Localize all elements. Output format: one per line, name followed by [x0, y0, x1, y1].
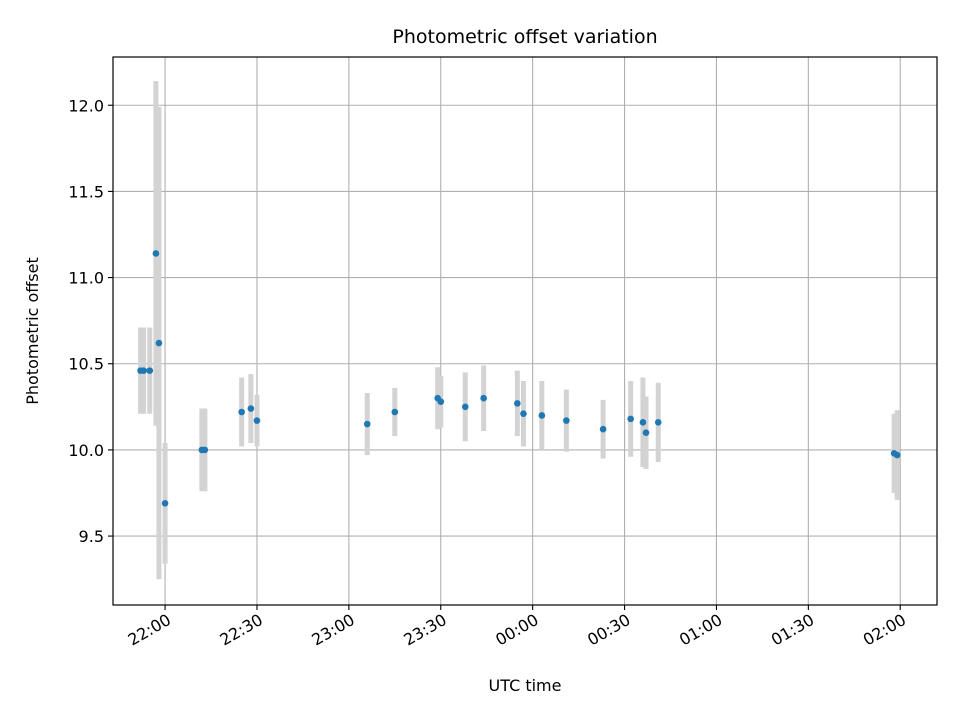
y-axis-title: Photometric offset: [23, 257, 42, 405]
data-point: [253, 417, 261, 424]
y-tick-label: 10.5: [68, 355, 104, 374]
data-point: [639, 419, 647, 426]
data-point: [391, 408, 399, 416]
data-point: [538, 412, 546, 419]
data-point: [247, 405, 255, 412]
data-point: [514, 400, 521, 407]
y-tick-label: 11.5: [68, 182, 104, 201]
y-tick-label: 11.0: [68, 269, 104, 288]
grid: [113, 57, 937, 605]
plot-area-frame: [112, 56, 938, 606]
data-point: [155, 339, 163, 347]
y-tick-label: 10.0: [68, 441, 104, 460]
y-tick-label: 12.0: [68, 96, 104, 115]
data-point: [152, 250, 160, 257]
data-point: [654, 419, 662, 426]
data-point: [146, 367, 154, 374]
y-axis: 9.5 10.0 10.5 11.0 11.5 12.0: [68, 96, 113, 546]
data-point: [161, 500, 169, 507]
data-point: [520, 410, 527, 418]
data-point: [437, 398, 445, 405]
data-point: [893, 451, 901, 459]
data-point: [480, 394, 487, 402]
data-point: [642, 429, 650, 436]
data-point: [363, 420, 371, 428]
data-point: [140, 367, 147, 374]
data-point: [599, 425, 607, 433]
x-axis-title: UTC time: [489, 676, 562, 695]
data-points: [137, 250, 901, 507]
data-point: [201, 446, 209, 454]
data-point: [238, 408, 245, 416]
data-point: [627, 415, 634, 423]
chart-title: Photometric offset variation: [392, 26, 657, 48]
data-point: [461, 403, 469, 411]
data-point: [563, 417, 570, 424]
y-tick-label: 9.5: [79, 527, 104, 546]
